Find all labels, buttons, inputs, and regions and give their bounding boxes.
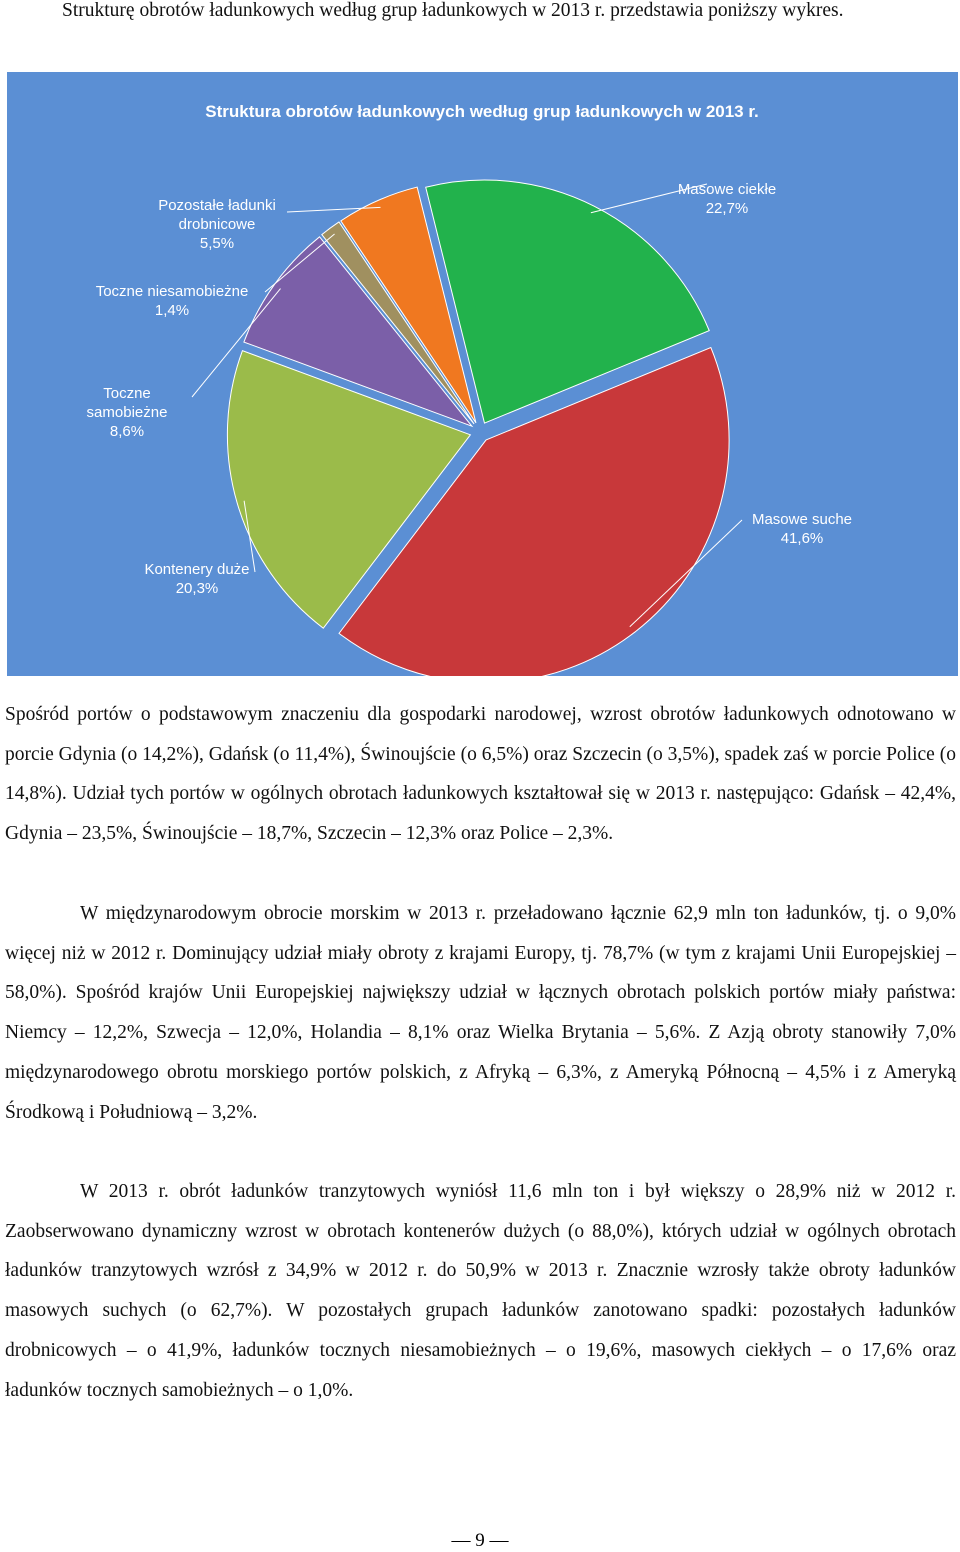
paragraph: Spośród portów o podstawowym znaczeniu d…: [5, 704, 956, 845]
leader-line: [264, 233, 335, 293]
pie-slice: [340, 186, 477, 424]
leader-line: [191, 288, 281, 398]
leader-line: [629, 519, 743, 628]
slice-value: 20,3%: [175, 580, 219, 597]
slice-label: Pozostałe ładunki drobnicowe 5,5%: [152, 196, 282, 253]
slice-value: 1,4%: [154, 302, 190, 319]
slice-category: Kontenery duże: [144, 561, 250, 578]
slice-category: Masowe ciekłe: [677, 181, 777, 198]
slice-category: Toczne samobieżne: [86, 385, 168, 421]
slice-value: 22,7%: [705, 200, 749, 217]
slice-label: Masowe suche 41,6%: [742, 510, 862, 548]
leader-line: [590, 183, 708, 214]
slice-label: Toczne samobieżne 8,6%: [62, 384, 192, 441]
slice-value: 5,5%: [199, 235, 235, 252]
pie-slice: [321, 221, 475, 425]
chart-title: Struktura obrotów ładunkowych według gru…: [205, 102, 759, 121]
chart: Struktura obrotów ładunkowych według gru…: [7, 72, 958, 676]
paragraph: W 2013 r. obrót ładunków tranzytowych wy…: [5, 1181, 956, 1401]
slice-category: Toczne niesamobieżne: [95, 283, 249, 300]
paragraph: W międzynarodowym obrocie morskim w 2013…: [5, 903, 956, 1123]
pie-slice: [338, 346, 730, 676]
leader-line: [243, 500, 256, 573]
intro: Strukturę obrotów ładunkowych według gru…: [62, 0, 844, 21]
leader-line: [286, 206, 381, 213]
pie-slice: [226, 350, 472, 629]
slice-category: Masowe suche: [751, 511, 853, 528]
page-number: — 9 —: [451, 1530, 509, 1551]
slice-value: 41,6%: [780, 530, 824, 547]
slice-category: Pozostałe ładunki drobnicowe: [158, 197, 276, 233]
slice-label: Kontenery duże 20,3%: [132, 560, 262, 598]
pie-slice: [425, 179, 710, 424]
slice-label: Masowe ciekłe 22,7%: [662, 180, 792, 218]
slice-value: 8,6%: [109, 423, 145, 440]
pie-svg: Struktura obrotów ładunkowych według gru…: [191, 102, 759, 676]
slice-label: Toczne niesamobieżne 1,4%: [82, 282, 262, 320]
